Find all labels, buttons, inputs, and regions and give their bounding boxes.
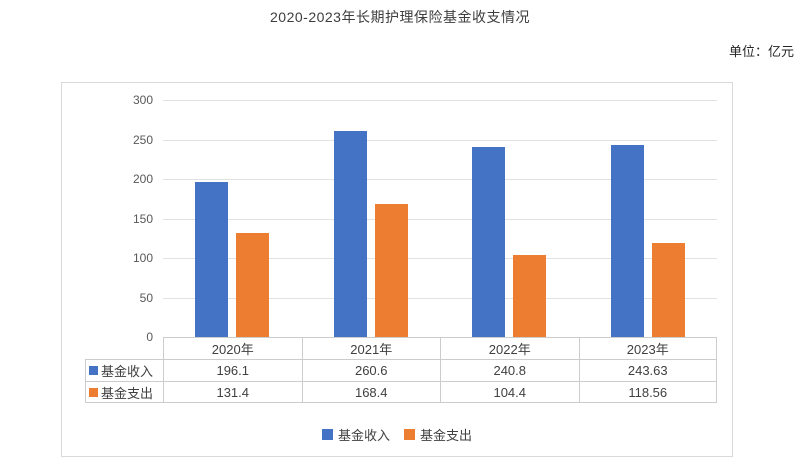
y-tick-label: 100: [132, 251, 153, 265]
year-header-cell: 2022年: [440, 337, 579, 359]
value-cell: 118.56: [578, 381, 717, 403]
unit-label: 单位：亿元: [728, 44, 794, 59]
y-tick-label: 50: [139, 290, 153, 305]
series-label-cell: 基金收入: [85, 359, 163, 381]
bar-expense-3: [651, 243, 685, 337]
gridline: [163, 297, 717, 299]
series-name-label: 基金收入: [101, 364, 154, 379]
chart-frame: 0 50 100 150 200 250 300 2020年 2021年 2022年 2023年基…: [61, 82, 733, 457]
income-swatch-icon: [89, 366, 98, 375]
value-cell: 104.4: [440, 381, 579, 403]
income-swatch-icon: [321, 429, 333, 440]
gridline: [163, 258, 717, 259]
legend-label: 基金收入: [337, 428, 390, 443]
value-cell: 196.1: [163, 359, 302, 381]
value-cell: 260.6: [301, 359, 440, 381]
series-name-label: 基金支出: [101, 385, 154, 401]
value-cell: 131.4: [163, 381, 302, 403]
gridline: [163, 139, 717, 141]
bar-income-3: [610, 145, 644, 337]
legend-item-expense: 基金支出: [404, 425, 472, 444]
table-corner-cell: [85, 337, 163, 359]
bar-expense-0: [236, 233, 270, 337]
year-header-cell: 2023年: [578, 337, 717, 359]
series-label-cell: 基金支出: [85, 381, 163, 403]
y-tick-label: 250: [132, 132, 153, 147]
data-table: 2020年 2021年 2022年 2023年基金收入 196.1 260.6 240.8 2…: [85, 337, 717, 403]
bar-income-1: [333, 131, 367, 337]
gridline: [163, 179, 717, 180]
bar-income-0: [195, 182, 229, 337]
expense-swatch-icon: [89, 387, 98, 397]
year-header-cell: 2020年: [163, 337, 302, 359]
gridline: [163, 100, 717, 101]
y-tick-label: 150: [132, 211, 153, 226]
value-cell: 240.8: [440, 359, 579, 381]
bar-expense-1: [374, 204, 408, 337]
value-cell: 168.4: [301, 381, 440, 403]
gridline: [163, 218, 717, 220]
chart-legend: 基金收入 基金支出: [62, 425, 732, 444]
value-cell: 243.63: [578, 359, 717, 381]
legend-label: 基金支出: [420, 428, 473, 443]
expense-swatch-icon: [404, 429, 415, 440]
year-header-cell: 2021年: [301, 337, 440, 359]
y-tick-label: 300: [132, 93, 153, 107]
y-tick-label: 0: [146, 330, 153, 344]
bar-income-2: [472, 147, 506, 337]
chart-title: 2020-2023年长期护理保险基金收支情况: [270, 9, 530, 25]
y-tick-label: 200: [132, 172, 153, 186]
bar-expense-2: [513, 255, 547, 337]
legend-item-income: 基金收入: [321, 425, 390, 444]
